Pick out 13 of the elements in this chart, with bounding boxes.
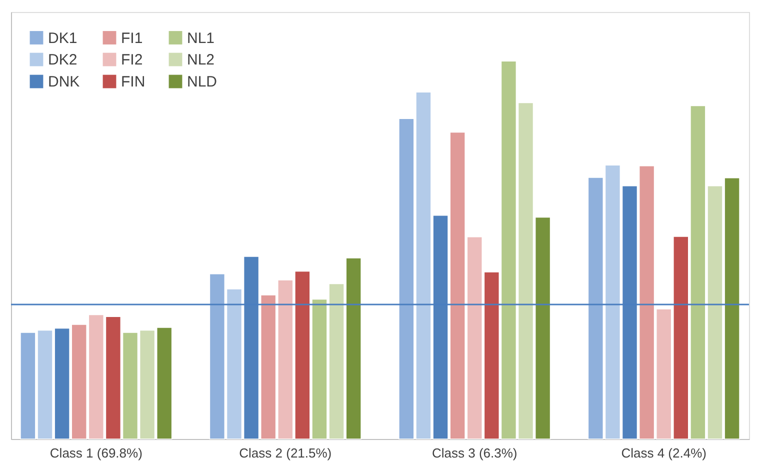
legend-label: FI2 (121, 52, 143, 68)
legend-label: DNK (48, 74, 80, 90)
legend-label: NL1 (187, 30, 215, 47)
x-tick-label: Class 4 (2.4%) (621, 446, 706, 460)
x-tick-label: Class 1 (69.8%) (50, 446, 142, 460)
legend-label: DK1 (48, 30, 78, 47)
x-tick-label: Class 2 (21.5%) (239, 446, 332, 460)
legend-label: NL2 (187, 52, 215, 68)
x-tick-label: Class 3 (6.3%) (432, 446, 518, 460)
legend-label: NLD (187, 74, 218, 90)
legend-label: FI1 (121, 30, 143, 47)
legend-label: FIN (121, 74, 146, 90)
legend-label: DK2 (48, 52, 78, 68)
